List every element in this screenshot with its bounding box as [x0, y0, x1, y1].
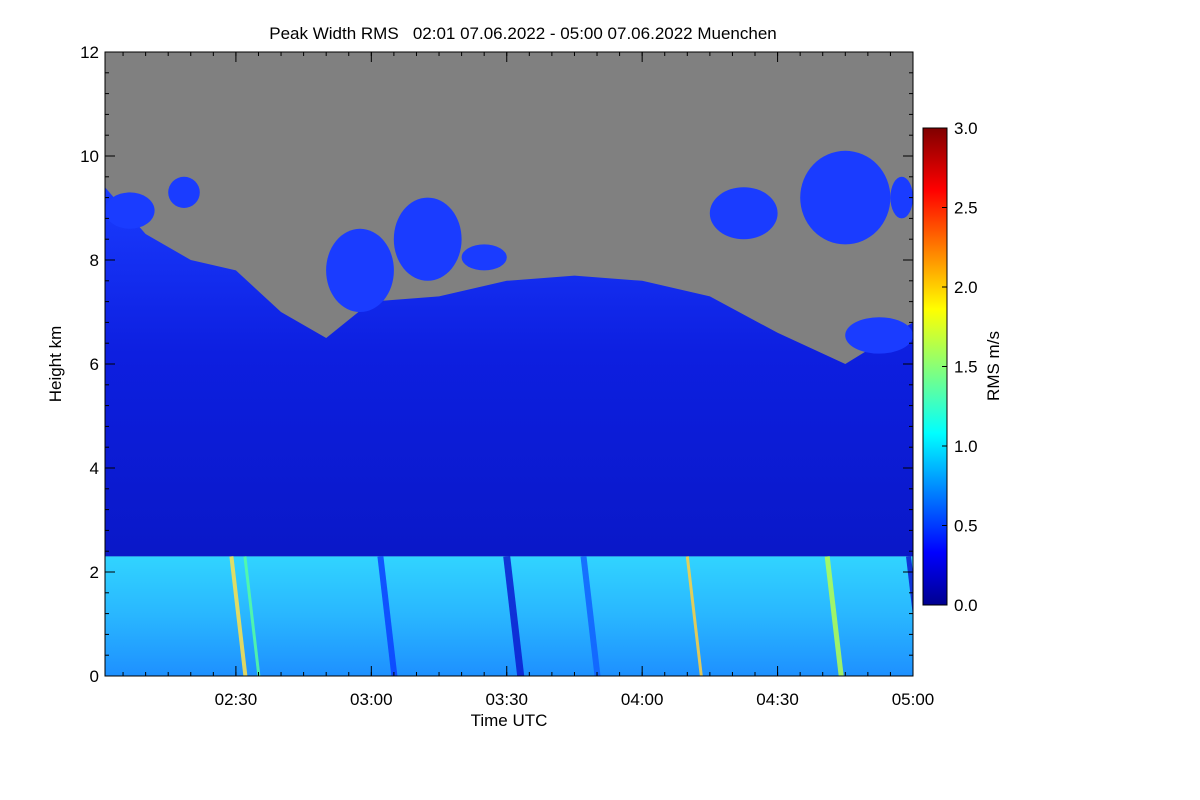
y-tick-label: 4	[90, 459, 99, 478]
streak	[580, 556, 601, 676]
x-tick-label: 02:30	[215, 690, 258, 709]
cloud-patch	[326, 228, 394, 312]
streak	[824, 556, 844, 676]
colorbar-tick-label: 1.5	[954, 358, 978, 377]
cloud-patch	[800, 150, 891, 245]
cloud-patch	[461, 244, 507, 271]
colorbar-tick-label: 2.5	[954, 199, 978, 218]
x-tick-label: 03:30	[485, 690, 528, 709]
y-axis-ticks: 0 2 4 6 8 10 12	[80, 43, 913, 686]
free-troposphere-layer	[105, 187, 913, 557]
streak	[229, 556, 248, 676]
x-axis-label: Time UTC	[471, 711, 548, 730]
streak	[685, 556, 703, 676]
colorbar-ticks: 0.0 0.5 1.0 1.5 2.0 2.5 3.0	[942, 119, 978, 615]
y-tick-label: 0	[90, 667, 99, 686]
boundary-layer-streaks	[229, 555, 913, 676]
colorbar-tick-label: 0.0	[954, 596, 978, 615]
streak	[377, 556, 398, 676]
y-tick-label: 2	[90, 563, 99, 582]
cloud-patch	[890, 176, 913, 219]
cloud-patch	[709, 187, 778, 240]
colorbar-label: RMS m/s	[984, 331, 1003, 401]
x-tick-label: 04:30	[756, 690, 799, 709]
colorbar-tick-label: 3.0	[954, 119, 978, 138]
y-tick-label: 8	[90, 251, 99, 270]
y-tick-label: 12	[80, 43, 99, 62]
cloud-patch	[168, 176, 200, 208]
cloud-patch	[845, 317, 913, 354]
plot-area	[105, 52, 913, 676]
x-axis-ticks: 02:30 03:00 03:30 04:00 04:30 05:00	[122, 52, 935, 709]
streak	[243, 556, 261, 676]
colorbar: 0.0 0.5 1.0 1.5 2.0 2.5 3.0 RMS m/s	[922, 119, 1003, 615]
x-tick-label: 05:00	[892, 690, 935, 709]
colorbar-tick-label: 0.5	[954, 517, 978, 536]
x-tick-label: 03:00	[350, 690, 393, 709]
colorbar-tick-label: 1.0	[954, 437, 978, 456]
chart-title: Peak Width RMS 02:01 07.06.2022 - 05:00 …	[269, 24, 777, 43]
streak	[906, 556, 913, 617]
cloud-patch	[105, 192, 155, 229]
y-axis-label: Height km	[46, 326, 65, 403]
y-tick-label: 6	[90, 355, 99, 374]
streak	[503, 555, 525, 676]
upper-cloud-patches	[105, 150, 913, 354]
colorbar-tick-label: 2.0	[954, 278, 978, 297]
y-tick-label: 10	[80, 147, 99, 166]
cloud-patch	[393, 197, 462, 281]
x-tick-label: 04:00	[621, 690, 664, 709]
